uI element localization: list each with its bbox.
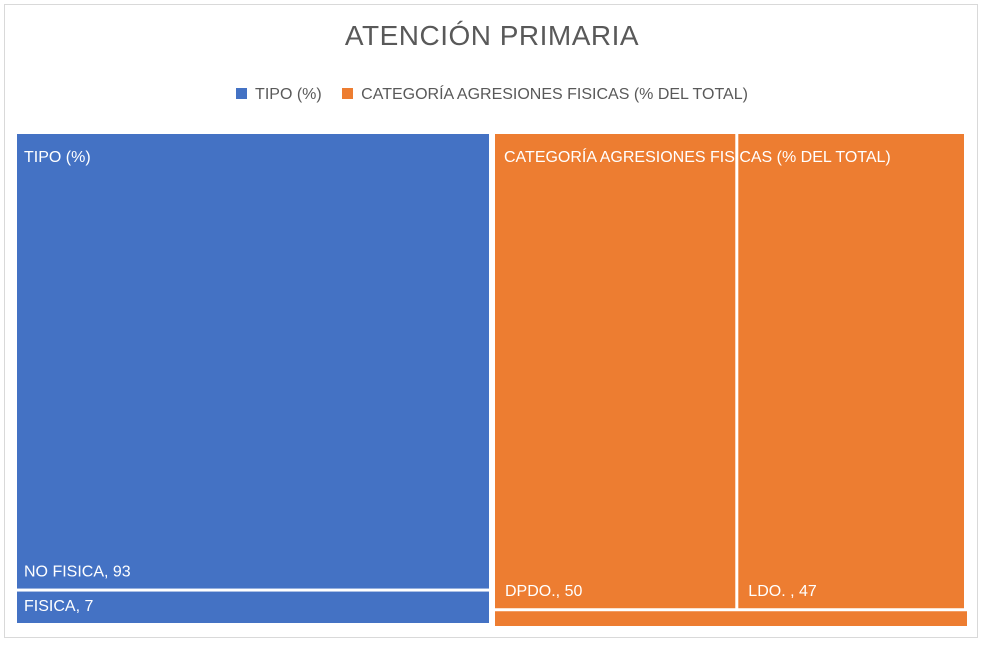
legend-item-categoria[interactable]: CATEGORÍA AGRESIONES FISICAS (% DEL TOTA… xyxy=(342,86,748,104)
tile-label-tipo-0: NO FISICA, 93 xyxy=(24,564,131,581)
tile-label-categoria-0: DPDO., 50 xyxy=(505,583,582,600)
treemap-tile-categoria-1[interactable] xyxy=(738,134,964,609)
tile-label-tipo-1: FISICA, 7 xyxy=(24,598,93,615)
tile-label-categoria-1: LDO. , 47 xyxy=(748,583,817,600)
legend-item-tipo[interactable]: TIPO (%) xyxy=(236,86,322,104)
legend-swatch-tipo xyxy=(236,88,248,99)
treemap-tile-tipo-0[interactable] xyxy=(17,134,489,589)
group-label-tipo: TIPO (%) xyxy=(24,149,91,166)
legend-label-tipo: TIPO (%) xyxy=(255,86,322,103)
treemap-tile-categoria-2[interactable] xyxy=(495,611,967,626)
legend-swatch-categoria xyxy=(342,88,354,99)
treemap-tile-categoria-0[interactable] xyxy=(495,134,736,609)
chart-title: ATENCIÓN PRIMARIA xyxy=(344,20,640,51)
legend: TIPO (%) CATEGORÍA AGRESIONES FISICAS (%… xyxy=(0,86,984,104)
legend-label-categoria: CATEGORÍA AGRESIONES FISICAS (% DEL TOTA… xyxy=(361,86,748,103)
treemap-tile-tipo-1[interactable] xyxy=(17,591,489,623)
group-label-categoria: CATEGORÍA AGRESIONES FISICAS (% DEL TOTA… xyxy=(504,147,891,166)
